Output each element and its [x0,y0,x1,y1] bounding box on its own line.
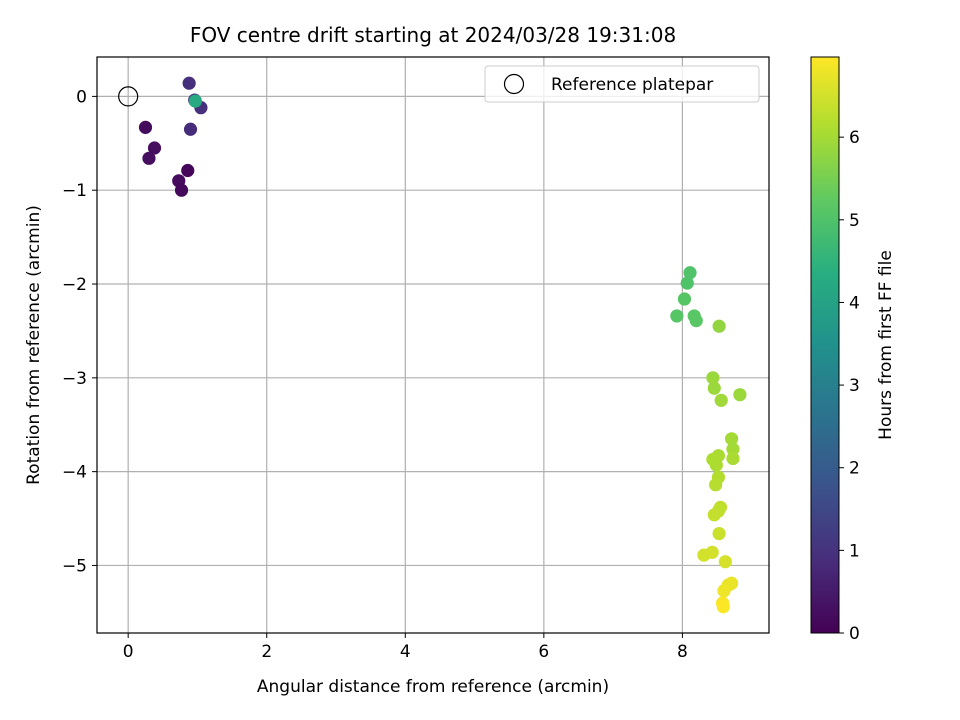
data-point [182,76,196,90]
data-point [183,122,198,136]
y-axis-label: Rotation from reference (arcmin) [24,205,44,485]
data-point [174,183,189,197]
axes-frame [96,56,770,634]
data-point [712,526,726,541]
data-point [733,388,747,402]
data-point [683,266,697,280]
data-point [714,393,728,407]
legend-marker [503,73,525,95]
data-point [142,151,156,165]
y-tick-label: −5 [62,556,87,576]
legend-box [484,65,760,103]
colorbar-tick-label: 1 [849,541,860,561]
data-point [717,584,731,598]
data-point [716,600,730,614]
data-point [718,555,732,569]
data-point [726,442,740,456]
data-point [188,94,202,108]
x-tick-label: 0 [123,642,134,662]
y-tick-label: −2 [62,275,87,295]
grid [97,57,769,633]
data-point [712,319,726,333]
data-point [670,309,684,323]
legend-label: Reference platepar [551,75,713,95]
x-ticks: 0 2 4 6 8 [123,633,688,662]
x-tick-label: 2 [261,642,272,662]
x-axis-label: Angular distance from reference (arcmin) [257,677,609,697]
y-ticks: 0 −1 −2 −3 −4 −5 [62,87,97,576]
x-tick-label: 4 [400,642,411,662]
data-point [726,451,740,466]
y-tick-label: −4 [62,463,87,483]
y-tick-label: 0 [76,87,87,107]
legend: Reference platepar [484,65,760,103]
data-point [709,458,723,472]
scatter-points [138,76,747,614]
data-point [724,432,739,446]
x-tick-label: 8 [677,642,688,662]
colorbar-ticks: 0 1 2 3 4 5 6 [839,128,860,644]
data-point [707,508,721,522]
colorbar-tick-label: 0 [849,624,860,644]
colorbar-tick-label: 4 [849,293,860,313]
data-point [138,120,153,134]
data-point [147,141,162,155]
reference-marker [118,86,139,107]
data-point [680,276,694,290]
y-tick-label: −1 [62,181,87,201]
data-point [707,381,721,395]
data-point [709,478,723,492]
data-point [706,371,720,385]
colorbar [810,56,840,634]
colorbar-tick-label: 2 [849,459,860,479]
data-point [697,548,711,562]
colorbar-tick-label: 6 [849,128,860,148]
colorbar-tick-label: 3 [849,376,860,396]
data-point [677,292,692,306]
x-tick-label: 6 [538,642,549,662]
reference-marker-group [118,86,139,107]
colorbar-label: Hours from first FF file [876,250,896,440]
y-tick-label: −3 [62,369,87,389]
data-point [689,314,703,328]
chart-title: FOV centre drift starting at 2024/03/28 … [190,23,676,47]
colorbar-tick-label: 5 [849,211,860,231]
data-point [181,163,195,178]
